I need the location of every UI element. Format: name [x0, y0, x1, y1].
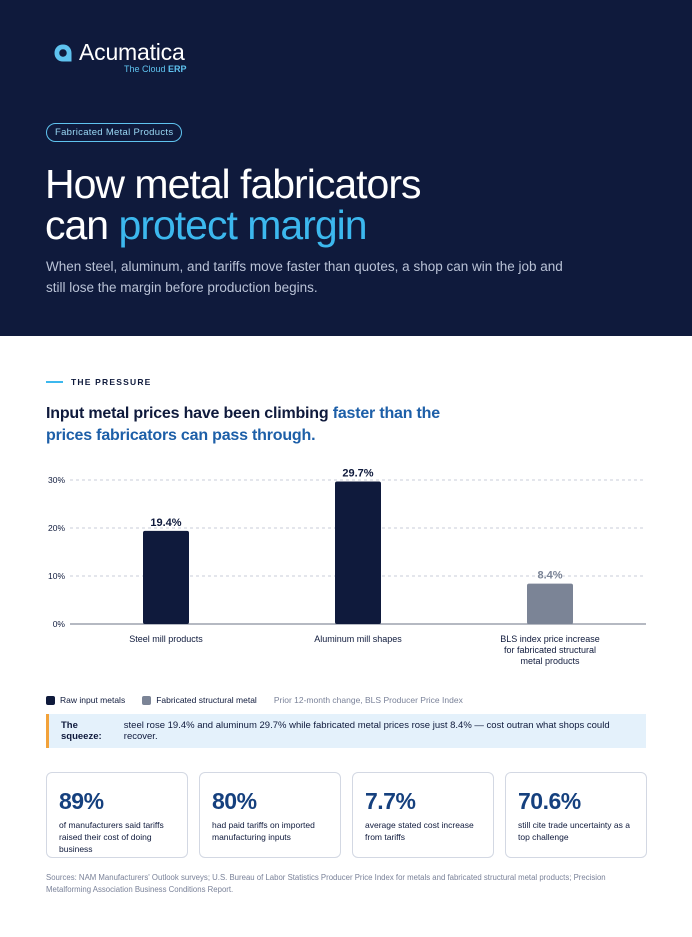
stat-card-paid-tariffs: 80% had paid tariffs on imported manufac… — [199, 772, 341, 858]
legend-label-raw: Raw input metals — [60, 695, 126, 705]
stat-cards: 89% of manufacturers said tariffs raised… — [46, 772, 647, 858]
sources-footnote: Sources: NAM Manufacturers' Outlook surv… — [46, 873, 606, 894]
bar-value-label: 29.7% — [342, 467, 373, 479]
brand-tagline-bold: ERP — [168, 64, 187, 74]
hero-banner: Acumatica The Cloud ERP Fabricated Metal… — [0, 0, 692, 336]
stat-value: 80% — [212, 788, 257, 814]
hero-lede: When steel, aluminum, and tariffs move f… — [46, 259, 563, 295]
title-line-2-accent: protect margin — [118, 202, 368, 248]
x-category-label: BLS index price increase for fabricated … — [500, 634, 600, 666]
stat-description: of manufacturers said tariffs raised the… — [59, 820, 164, 854]
stat-value: 70.6% — [518, 788, 581, 814]
stat-value: 89% — [59, 788, 104, 814]
page-title: How metal fabricators can protect margin — [45, 164, 665, 246]
chart-category-labels: Steel mill products Aluminum mill shapes B… — [0, 634, 692, 684]
section-label: THE PRESSURE — [46, 377, 152, 387]
section-rule — [46, 381, 63, 383]
legend-label-fab: Fabricated structural metal — [156, 695, 257, 705]
brand-tagline: The Cloud ERP — [124, 64, 187, 74]
stat-description: had paid tariffs on imported manufacturi… — [212, 820, 315, 842]
section-heading: Input metal prices have been climbing fa… — [46, 403, 466, 447]
bar — [335, 481, 381, 624]
bar-value-label: 8.4% — [537, 570, 562, 582]
bar — [527, 583, 573, 624]
x-category-label: Aluminum mill shapes — [314, 634, 402, 644]
squeeze-callout: The squeeze: steel rose 19.4% and alumin… — [46, 714, 646, 748]
stat-description: still cite trade uncertainty as a top ch… — [518, 820, 630, 842]
title-line-1: How metal fabricators — [45, 161, 421, 207]
y-tick-label: 20% — [48, 523, 65, 533]
legend-swatch-fab — [142, 695, 152, 705]
brand-logo[interactable]: Acumatica — [53, 39, 185, 66]
legend-swatch-raw — [46, 695, 55, 705]
chart-note: Prior 12-month change, BLS Producer Pric… — [273, 695, 463, 705]
brand-name: Acumatica — [79, 39, 185, 65]
section-heading-plain: Input metal prices have been climbing — [46, 405, 329, 422]
chart-legend: Raw input metals Fabricated structural m… — [46, 695, 463, 705]
bar — [143, 530, 189, 624]
y-tick-label: 30% — [48, 475, 65, 485]
stat-value: 7.7% — [365, 788, 416, 814]
stat-card-cost-increase: 7.7% average stated cost increase from t… — [352, 772, 494, 858]
category-pill: Fabricated Metal Products — [46, 123, 183, 142]
stat-card-trade-uncertainty: 70.6% still cite trade uncertainty as a … — [505, 772, 647, 858]
y-tick-label: 10% — [48, 571, 65, 581]
brand-tagline-prefix: The Cloud — [124, 64, 166, 74]
section-heading-accent: faster than the prices fabricators can p… — [46, 405, 440, 444]
y-tick-label: 0% — [53, 619, 66, 629]
price-change-bar-chart: 0% 10% 20% 30% 19.4% 29.7% 8.4% — [48, 467, 646, 629]
bar-value-label: 19.4% — [150, 517, 181, 529]
acumatica-logo-icon — [54, 44, 72, 61]
stat-description: average stated cost increase from tariff… — [365, 820, 474, 842]
squeeze-lead: The squeeze: — [61, 720, 102, 742]
legend-item-raw: Raw input metals — [46, 695, 125, 705]
stat-card-tariff-cost: 89% of manufacturers said tariffs raised… — [46, 772, 188, 858]
title-line-2-plain: can — [45, 202, 109, 248]
section-label-text: THE PRESSURE — [71, 377, 152, 387]
squeeze-text: steel rose 19.4% and aluminum 29.7% whil… — [123, 720, 610, 742]
legend-item-fab: Fabricated structural metal — [142, 695, 257, 705]
x-category-label: Steel mill products — [129, 634, 203, 644]
